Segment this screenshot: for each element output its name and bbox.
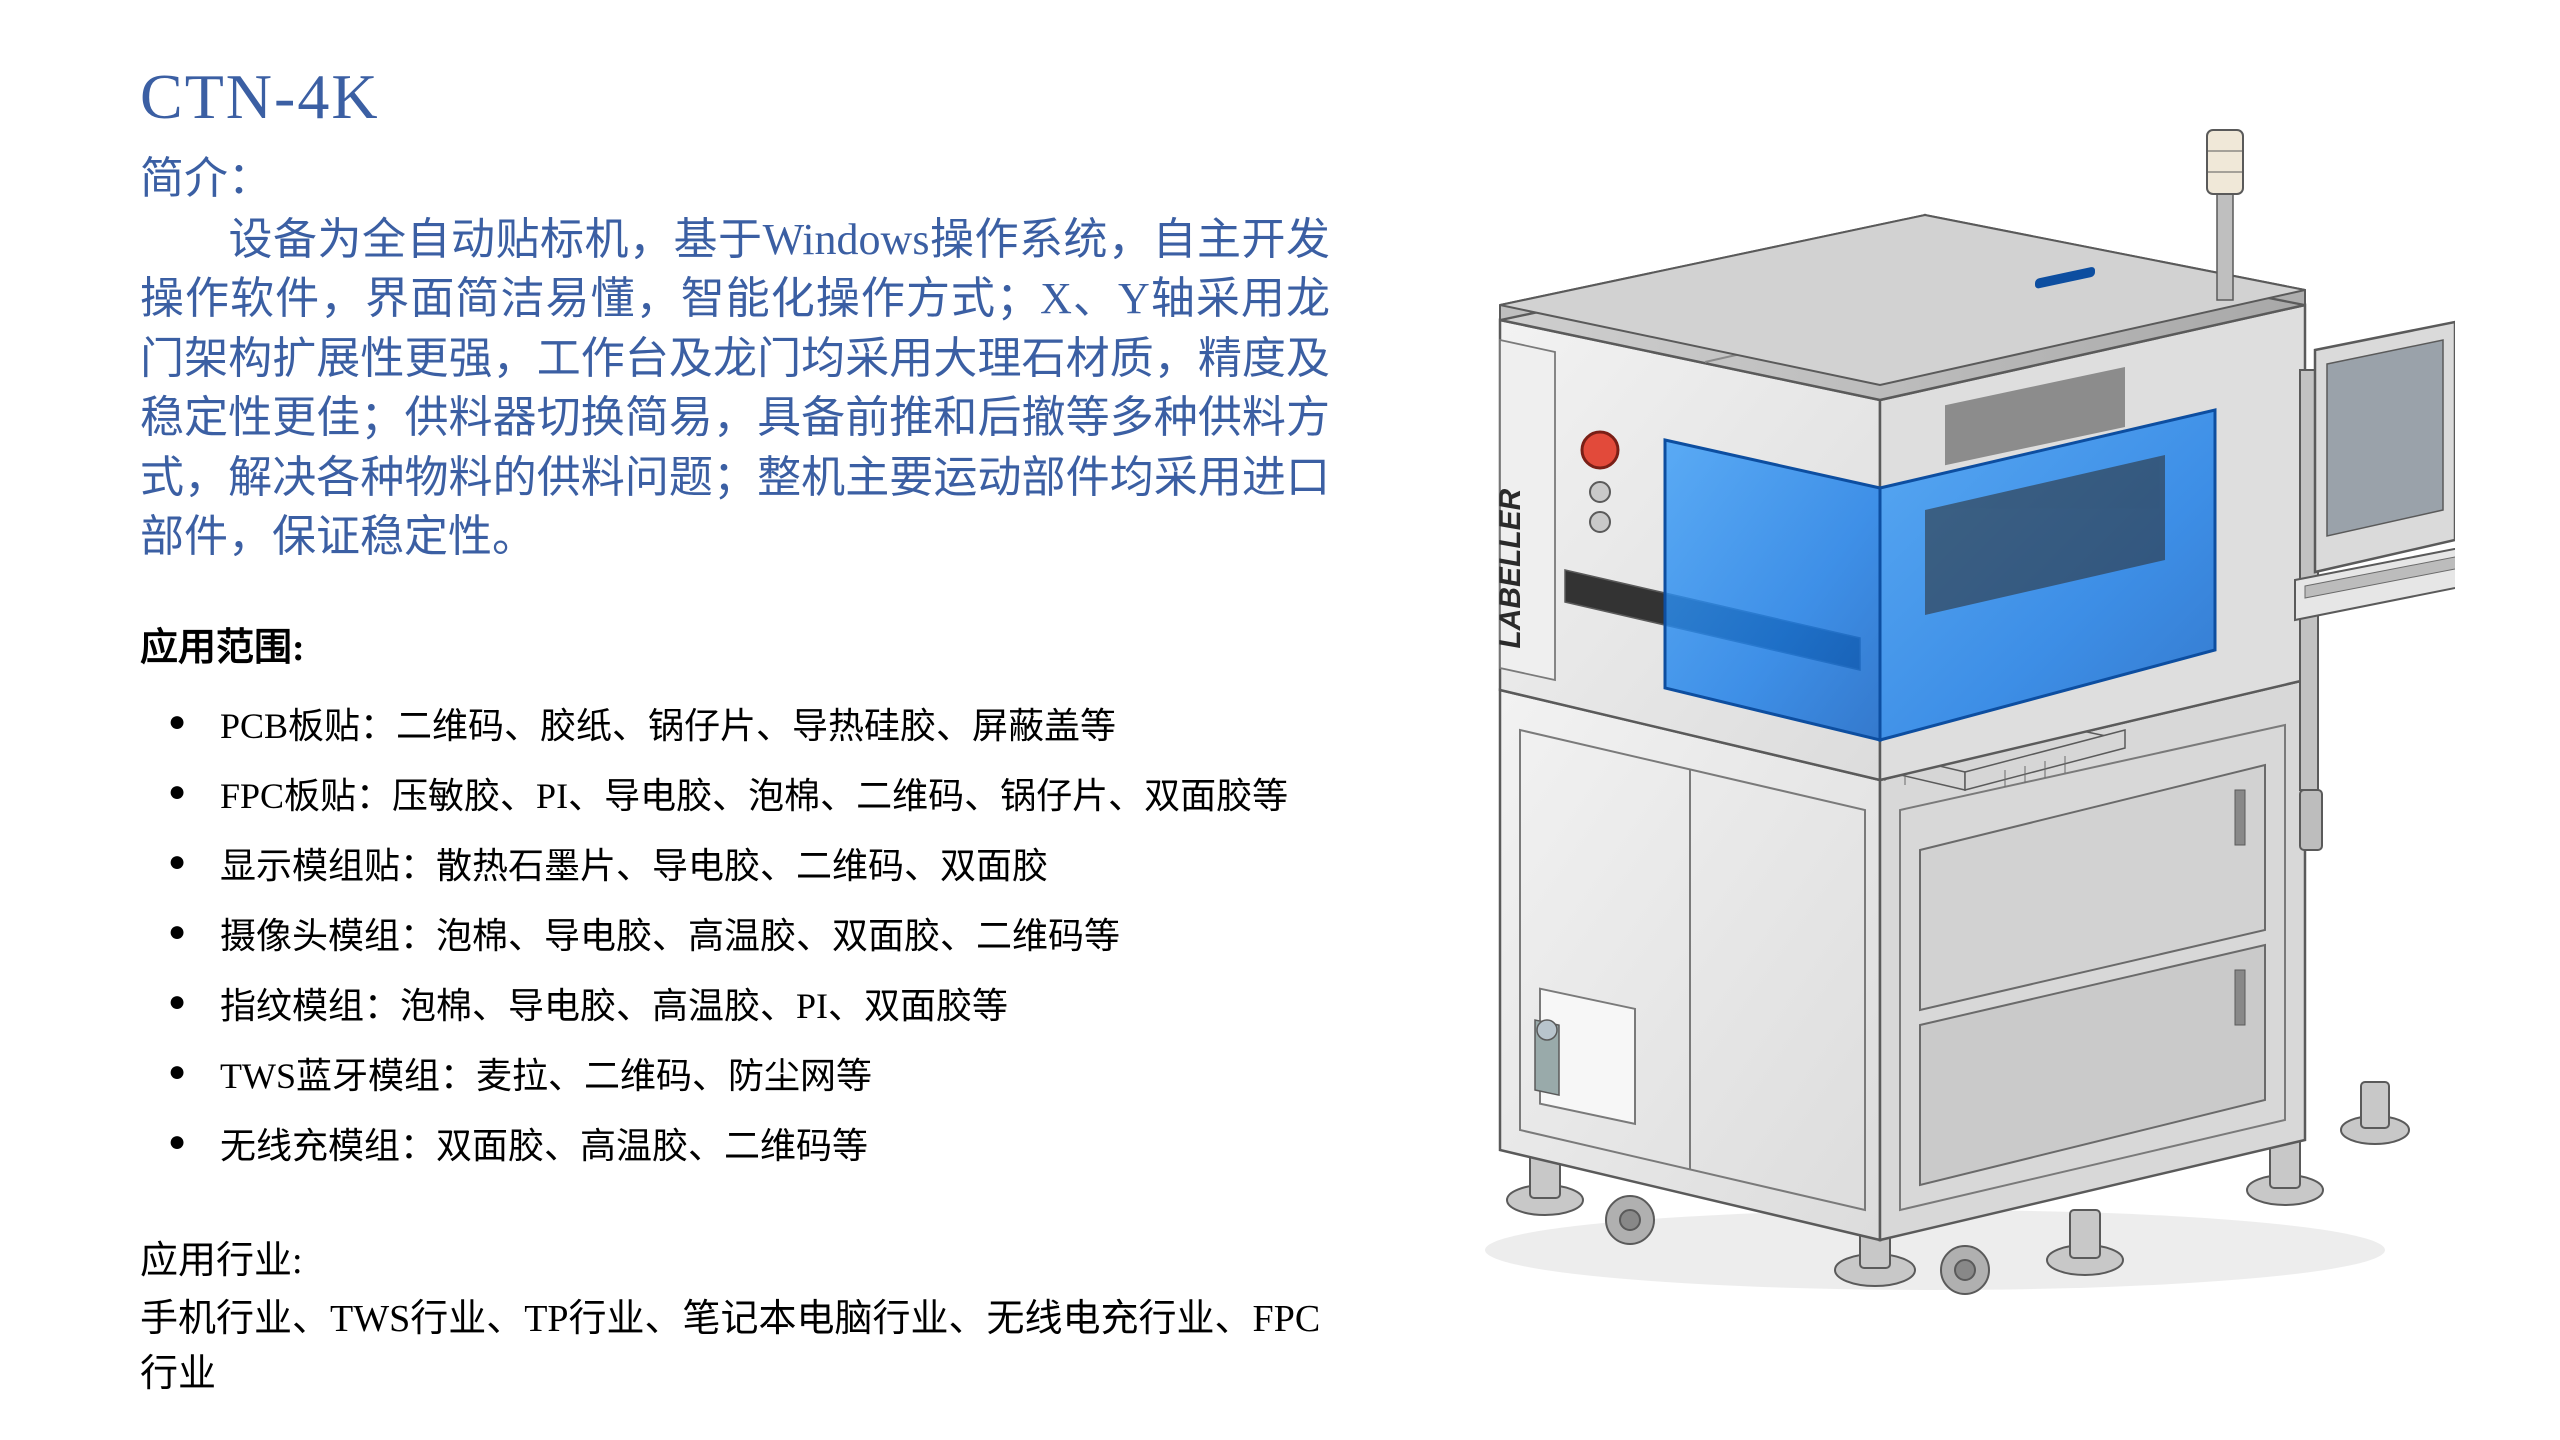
industries-body: 手机行业、TWS行业、TP行业、笔记本电脑行业、无线电充行业、FPC行业 [140, 1292, 1330, 1402]
list-item: 无线充模组：双面胶、高温胶、二维码等 [168, 1119, 1330, 1173]
machine-brand-text: LABELLER [1494, 485, 1527, 651]
applications-label: 应用范围: [140, 616, 1330, 671]
list-item: 显示模组贴：散热石墨片、导电胶、二维码、双面胶 [168, 839, 1330, 893]
machine-svg: LABELLER [1405, 90, 2455, 1310]
machine-illustration: LABELLER [1405, 90, 2455, 1310]
illustration-column: LABELLER [1370, 60, 2490, 1380]
applications-list: PCB板贴：二维码、胶纸、锅仔片、导热硅胶、屏蔽盖等 FPC板贴：压敏胶、PI、… [168, 699, 1330, 1173]
industries-label: 应用行业: [140, 1229, 1330, 1284]
intro-text: 设备为全自动贴标机，基于Windows操作系统，自主开发操作软件，界面简洁易懂，… [140, 215, 1330, 561]
text-column: CTN-4K 简介： 设备为全自动贴标机，基于Windows操作系统，自主开发操… [140, 60, 1370, 1380]
list-item: 指纹模组：泡棉、导电胶、高温胶、PI、双面胶等 [168, 979, 1330, 1033]
intro-body: 设备为全自动贴标机，基于Windows操作系统，自主开发操作软件，界面简洁易懂，… [140, 210, 1330, 566]
product-title: CTN-4K [140, 60, 1330, 134]
intro-label: 简介： [140, 142, 1330, 206]
list-item: PCB板贴：二维码、胶纸、锅仔片、导热硅胶、屏蔽盖等 [168, 699, 1330, 753]
list-item: FPC板贴：压敏胶、PI、导电胶、泡棉、二维码、锅仔片、双面胶等 [168, 769, 1330, 823]
list-item: 摄像头模组：泡棉、导电胶、高温胶、双面胶、二维码等 [168, 909, 1330, 963]
list-item: TWS蓝牙模组：麦拉、二维码、防尘网等 [168, 1049, 1330, 1103]
